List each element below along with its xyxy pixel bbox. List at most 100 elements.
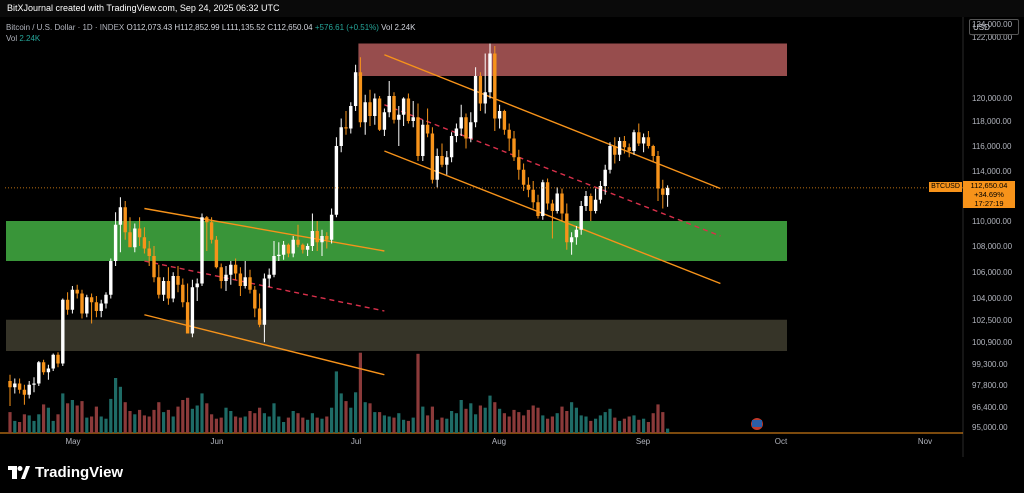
- time-tick-label: Sep: [636, 437, 651, 446]
- candle-body: [99, 303, 103, 311]
- price-chart[interactable]: 124,000.00 122,000.00 120,000.00 118,000.00…: [0, 17, 1024, 465]
- volume-bar: [181, 400, 185, 433]
- last-price-change: +34.69%: [974, 190, 1004, 199]
- legend-vol-value: 2.24K: [19, 34, 41, 43]
- candle-body: [661, 188, 665, 195]
- volume-bar: [402, 419, 406, 433]
- candle-body: [166, 281, 171, 299]
- candle-body: [128, 232, 132, 248]
- volume-bar: [637, 419, 641, 433]
- candle-body: [248, 277, 252, 290]
- volume-bar: [656, 404, 660, 433]
- volume-bar: [416, 353, 420, 433]
- candle-body: [70, 289, 75, 310]
- volume-bar: [349, 407, 353, 433]
- candle-body: [353, 72, 358, 106]
- candle-body: [85, 297, 89, 314]
- candle-body: [286, 244, 291, 254]
- volume-bar: [99, 416, 103, 433]
- volume-bar: [27, 415, 31, 433]
- tradingview-logo[interactable]: TradingView: [8, 464, 123, 481]
- candle-body: [137, 228, 142, 238]
- candle-body: [161, 281, 166, 295]
- volume-bar: [315, 417, 319, 433]
- candle-body: [329, 214, 334, 240]
- volume-bar: [296, 413, 300, 433]
- candle-body: [526, 184, 531, 190]
- candle-body: [46, 368, 51, 373]
- volume-bar: [435, 419, 439, 433]
- candle-body: [641, 137, 646, 144]
- volume-bar: [397, 413, 401, 433]
- volume-bar: [272, 403, 276, 433]
- channel-2-upper: [384, 54, 721, 190]
- volume-bar: [646, 422, 650, 433]
- volume-bar: [661, 412, 665, 433]
- candle-body: [181, 284, 185, 303]
- price-tick-label: 122,000.00: [972, 33, 1013, 42]
- candle-body: [531, 189, 535, 203]
- volume-bar: [171, 416, 175, 433]
- volume-bar: [478, 405, 482, 433]
- volume-bar: [128, 411, 132, 433]
- volume-bar: [200, 393, 204, 433]
- candle-body: [22, 389, 27, 395]
- candle-body: [334, 146, 339, 215]
- volume-bar: [75, 405, 79, 433]
- volume-bar: [123, 402, 127, 433]
- volume-bar: [243, 416, 247, 433]
- candle-body: [195, 283, 199, 288]
- candle-body: [507, 129, 511, 139]
- legend-vol-inline: Vol 2.24K: [381, 23, 416, 32]
- volume-bar: [589, 420, 593, 433]
- candle-body: [483, 92, 487, 104]
- chart-area[interactable]: 124,000.00 122,000.00 120,000.00 118,000.00…: [0, 17, 1024, 465]
- candle-body: [497, 111, 502, 119]
- candle-body: [8, 381, 12, 388]
- candle-body: [435, 156, 439, 180]
- candle-body: [344, 127, 348, 129]
- volume-bar: [459, 400, 463, 433]
- candle-body: [574, 229, 579, 238]
- candle-body: [157, 277, 161, 295]
- bar-countdown: 17:27:19: [974, 199, 1004, 208]
- candle-body: [593, 199, 598, 211]
- candle-body: [397, 114, 401, 120]
- volume-bar: [301, 417, 305, 433]
- candle-body: [363, 102, 367, 123]
- price-tick-label: 106,000.00: [972, 268, 1013, 277]
- candle-body: [425, 124, 430, 134]
- footer: [0, 457, 1024, 493]
- volume-bar: [32, 420, 36, 433]
- price-tick-label: 99,300.00: [972, 360, 1008, 369]
- volume-bar: [214, 418, 218, 433]
- last-price-tag: 112,650.04 +34.69% 17:27:19: [963, 181, 1015, 208]
- candle-body: [598, 186, 603, 200]
- candle-body: [32, 383, 36, 385]
- candle-body: [257, 308, 262, 325]
- candle-body: [296, 239, 300, 245]
- volume-bar: [286, 417, 290, 433]
- legend-vol-label: Vol: [6, 34, 18, 43]
- candle-body: [387, 96, 391, 113]
- volume-bar: [627, 416, 631, 433]
- price-tick-label: 120,000.00: [972, 94, 1013, 103]
- candle-body: [493, 53, 497, 119]
- volume-bar: [594, 418, 598, 433]
- candle-body: [133, 228, 137, 248]
- price-tick-label: 116,000.00: [972, 142, 1012, 151]
- volume-bar: [66, 403, 70, 433]
- legend-symbol: Bitcoin / U.S. Dollar · 1D · INDEX: [6, 23, 125, 32]
- candle-body: [512, 138, 516, 158]
- volume-bar: [642, 418, 646, 433]
- candle-body: [656, 156, 660, 189]
- candle-body: [584, 196, 588, 206]
- legend-low: L111,135.52: [221, 23, 266, 32]
- volume-bar: [267, 416, 271, 433]
- volume-bar: [118, 386, 122, 433]
- volume-bar: [133, 414, 137, 433]
- volume-bar: [138, 409, 142, 433]
- zone-supply: [358, 43, 787, 76]
- currency-selector[interactable]: USD: [969, 19, 1019, 35]
- volume-bar: [70, 400, 74, 433]
